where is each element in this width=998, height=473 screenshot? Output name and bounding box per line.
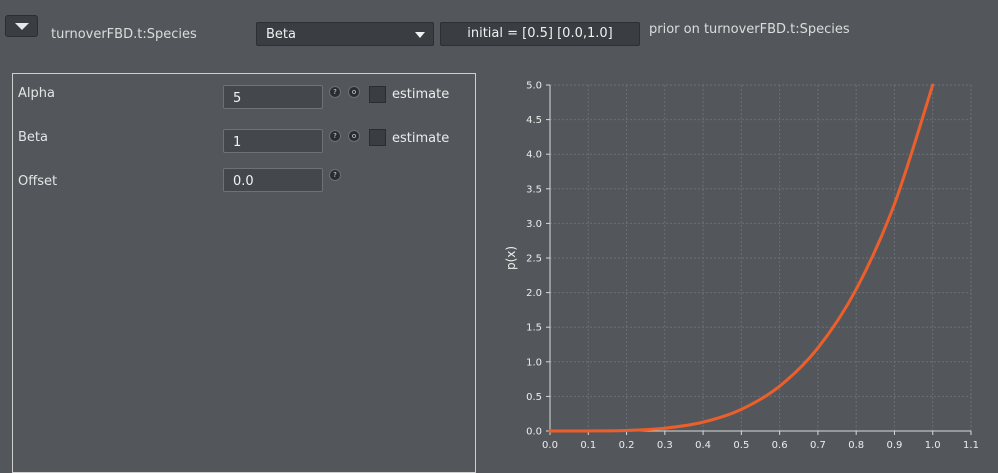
x-axis-ticks: 0.0 0.1 0.2 0.3 0.4 0.5 0.6 0.7 0.8 0.9 1.0 1.1: [542, 431, 979, 451]
x-tick-label: 0.3: [657, 440, 673, 451]
x-tick-label: 0.8: [848, 440, 864, 451]
beta-estimate-checkbox[interactable]: [369, 129, 386, 146]
x-tick-label: 0.6: [772, 440, 788, 451]
offset-input[interactable]: [223, 168, 323, 192]
parameter-name: turnoverFBD.t:Species: [51, 27, 197, 42]
beta-options-circle-icon[interactable]: o: [348, 130, 360, 142]
prior-description: prior on turnoverFBD.t:Species: [649, 22, 850, 37]
alpha-estimate-checkbox[interactable]: [369, 86, 386, 103]
initial-value-button[interactable]: initial = [0.5] [0.0,1.0]: [440, 22, 640, 46]
x-tick-label: 0.4: [695, 440, 711, 451]
x-tick-label: 1.0: [925, 440, 941, 451]
offset-help-question-icon[interactable]: ?: [329, 169, 341, 181]
y-axis-ticks: 0.0 0.5 1.0 1.5 2.0 2.5 3.0 3.5 4.0 4.5 5.0: [526, 81, 550, 438]
y-tick-label: 1.0: [526, 357, 542, 368]
beta-input[interactable]: [223, 129, 323, 153]
chart-grid: [550, 84, 972, 431]
x-tick-label: 0.0: [542, 440, 558, 451]
triangle-down-icon: [15, 23, 29, 30]
alpha-estimate-label: estimate: [392, 87, 450, 102]
beta-estimate-label: estimate: [392, 131, 450, 146]
density-curve: [548, 83, 935, 433]
offset-label: Offset: [18, 174, 58, 189]
x-tick-label: 0.1: [580, 440, 596, 451]
beta-label: Beta: [18, 130, 48, 145]
distribution-select[interactable]: Beta: [256, 22, 434, 46]
x-tick-label: 1.1: [963, 440, 979, 451]
y-tick-label: 4.0: [526, 150, 542, 161]
alpha-options-circle-icon[interactable]: o: [348, 86, 360, 98]
y-tick-label: 0.0: [526, 427, 542, 438]
y-tick-label: 0.5: [526, 392, 542, 403]
distribution-select-value: Beta: [266, 27, 296, 42]
y-tick-label: 1.5: [526, 323, 542, 334]
y-tick-label: 5.0: [526, 81, 542, 92]
beta-help-question-icon[interactable]: ?: [329, 130, 341, 142]
y-tick-label: 2.0: [526, 288, 542, 299]
alpha-help-question-icon[interactable]: ?: [329, 86, 341, 98]
alpha-label: Alpha: [18, 86, 55, 101]
alpha-input[interactable]: [223, 85, 323, 109]
y-axis-label: p(x): [504, 246, 518, 270]
x-tick-label: 0.2: [619, 440, 635, 451]
dropdown-arrow-icon: [415, 32, 425, 38]
beta-density-chart: 0.0 0.1 0.2 0.3 0.4 0.5 0.6 0.7 0.8 0.9 1.0 1.1 0.0…: [504, 81, 979, 452]
x-tick-label: 0.5: [733, 440, 749, 451]
x-tick-label: 0.9: [887, 440, 903, 451]
x-tick-label: 0.7: [810, 440, 826, 451]
collapse-toggle-button[interactable]: [5, 15, 38, 37]
y-tick-label: 4.5: [526, 115, 542, 126]
y-tick-label: 3.5: [526, 184, 542, 195]
y-tick-label: 3.0: [526, 219, 542, 230]
y-tick-label: 2.5: [526, 254, 542, 265]
